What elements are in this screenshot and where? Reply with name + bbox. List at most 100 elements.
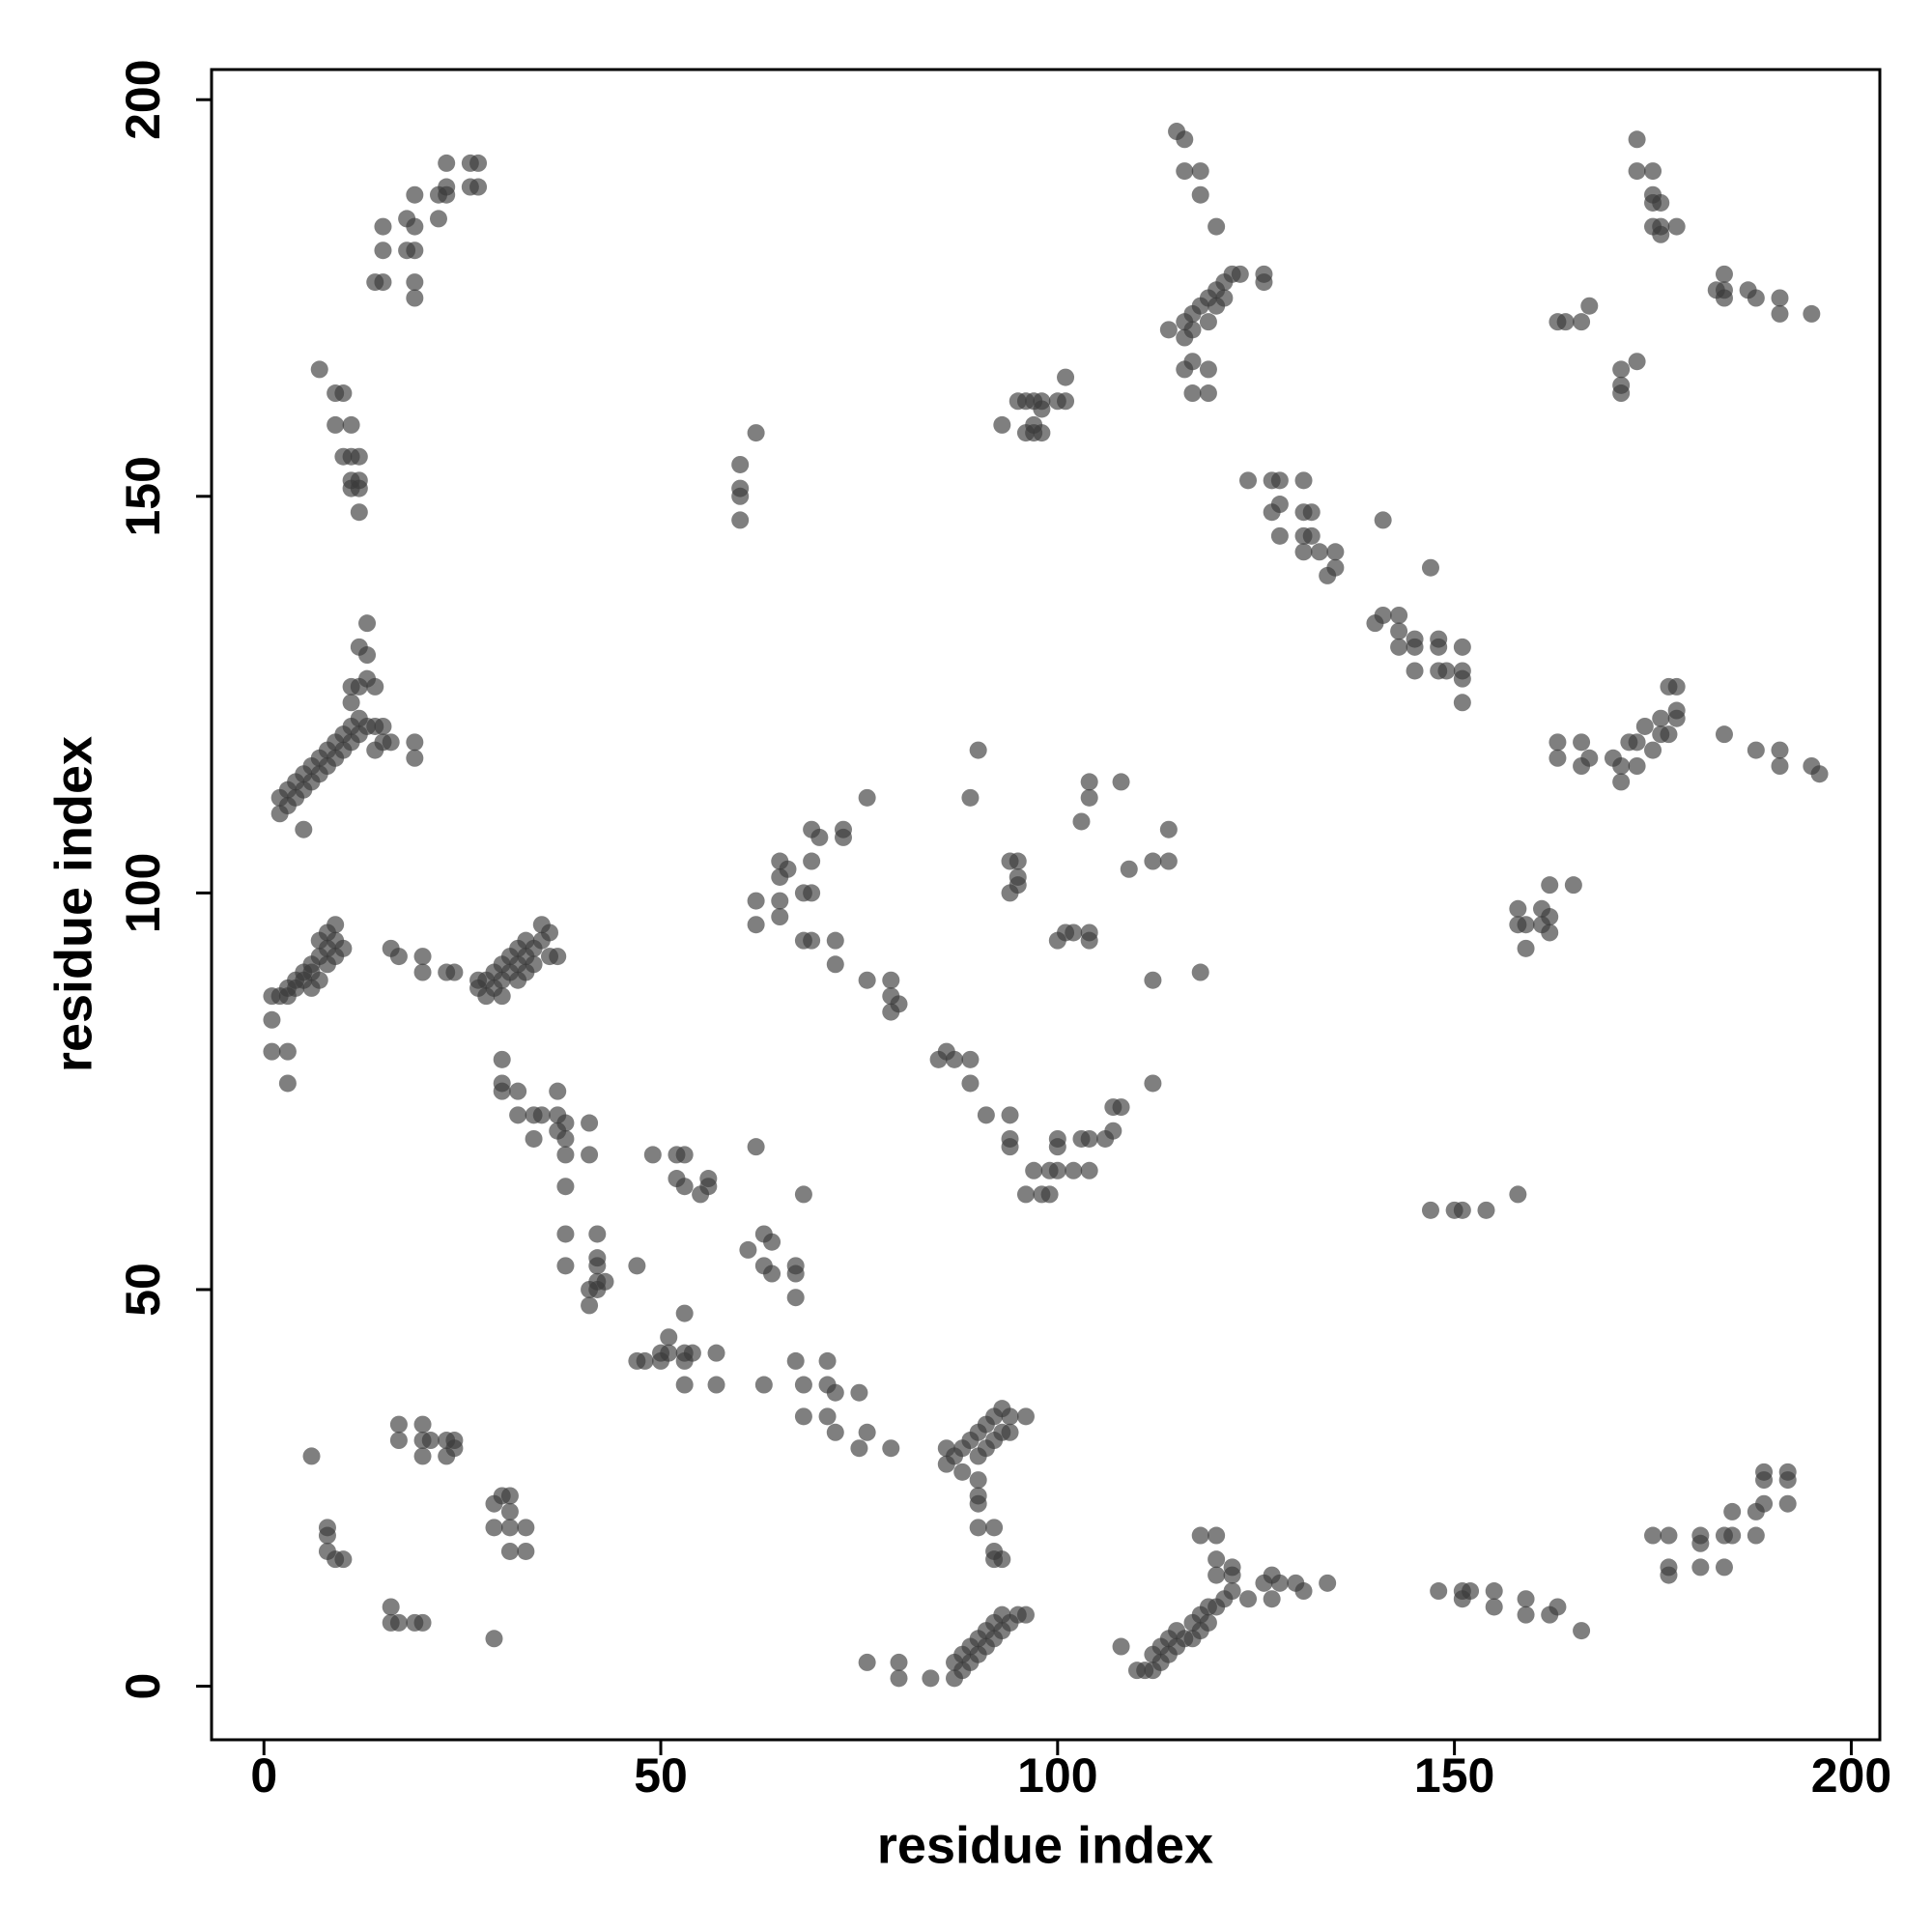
point <box>556 1225 575 1243</box>
point <box>675 1178 694 1196</box>
point <box>342 677 360 696</box>
point <box>1541 876 1559 895</box>
point <box>1778 1494 1797 1513</box>
point <box>1509 1185 1527 1204</box>
point <box>803 884 821 902</box>
point <box>850 1439 868 1458</box>
point <box>342 694 360 712</box>
point <box>342 415 360 434</box>
point <box>1612 384 1631 403</box>
point <box>754 1376 773 1394</box>
point <box>763 1233 781 1251</box>
point <box>1532 916 1550 934</box>
point <box>1033 400 1051 418</box>
point <box>1239 471 1258 490</box>
point <box>1199 1613 1217 1632</box>
x-tick-label: 150 <box>1414 1748 1494 1803</box>
point <box>334 939 353 957</box>
point <box>858 971 876 989</box>
point <box>890 1669 908 1688</box>
point <box>786 1264 805 1283</box>
point <box>1270 526 1289 545</box>
point <box>1208 1550 1226 1569</box>
point <box>1453 638 1471 656</box>
point <box>1612 773 1631 791</box>
point <box>517 1542 535 1560</box>
point <box>1517 1605 1535 1624</box>
point <box>350 447 368 466</box>
point <box>1421 1201 1439 1219</box>
point <box>1159 321 1178 339</box>
point <box>366 677 384 696</box>
point <box>1660 1526 1678 1545</box>
point <box>1628 733 1646 752</box>
point <box>334 1550 353 1569</box>
point <box>739 1240 757 1259</box>
point <box>1040 1185 1059 1204</box>
point <box>683 1344 701 1362</box>
point <box>1635 717 1654 735</box>
point <box>707 1376 725 1394</box>
point <box>1390 638 1408 656</box>
point <box>1176 162 1194 181</box>
point <box>278 1042 297 1061</box>
x-tick-label: 200 <box>1811 1748 1891 1803</box>
point <box>731 455 750 473</box>
x-axis-label: residue index <box>877 1816 1213 1874</box>
point <box>1755 1463 1774 1481</box>
point <box>946 1050 964 1068</box>
point <box>1421 558 1439 577</box>
point <box>1144 1074 1162 1093</box>
point <box>1390 606 1408 624</box>
point <box>588 1225 607 1243</box>
point <box>1025 1161 1043 1179</box>
point <box>1199 313 1217 331</box>
point <box>858 1423 876 1441</box>
point <box>1667 217 1686 236</box>
point <box>1270 1574 1289 1592</box>
point <box>1747 1526 1765 1545</box>
point <box>389 1613 408 1632</box>
point <box>660 1344 678 1362</box>
point <box>771 908 789 926</box>
point <box>374 717 392 735</box>
point <box>850 1383 868 1402</box>
point <box>588 1257 607 1275</box>
point <box>438 154 456 172</box>
point <box>794 1407 812 1426</box>
point <box>469 178 488 196</box>
point <box>1723 1502 1742 1520</box>
point <box>310 971 328 989</box>
point <box>771 867 789 886</box>
point <box>1183 353 1202 371</box>
point <box>1652 709 1670 727</box>
point <box>1191 1526 1209 1545</box>
point <box>763 1264 781 1283</box>
point <box>374 217 392 236</box>
point <box>556 1178 575 1196</box>
point <box>786 1289 805 1307</box>
point <box>1104 1122 1122 1140</box>
point <box>1612 360 1631 379</box>
point <box>1548 749 1567 767</box>
point <box>1747 741 1765 759</box>
point <box>794 1185 812 1204</box>
point <box>1755 1494 1774 1513</box>
point <box>509 1082 527 1100</box>
point <box>1580 749 1599 767</box>
point <box>786 1351 805 1370</box>
point <box>1120 860 1138 878</box>
y-tick-label: 200 <box>116 59 170 139</box>
point <box>969 1471 987 1490</box>
point <box>1016 1185 1035 1204</box>
point <box>1080 931 1098 950</box>
point <box>1080 788 1098 807</box>
point <box>1390 622 1408 640</box>
point <box>707 1344 725 1362</box>
point <box>1406 662 1424 680</box>
point <box>1747 289 1765 307</box>
point <box>500 1502 519 1520</box>
point <box>302 1447 321 1465</box>
point <box>1065 923 1083 942</box>
point <box>581 1296 599 1315</box>
